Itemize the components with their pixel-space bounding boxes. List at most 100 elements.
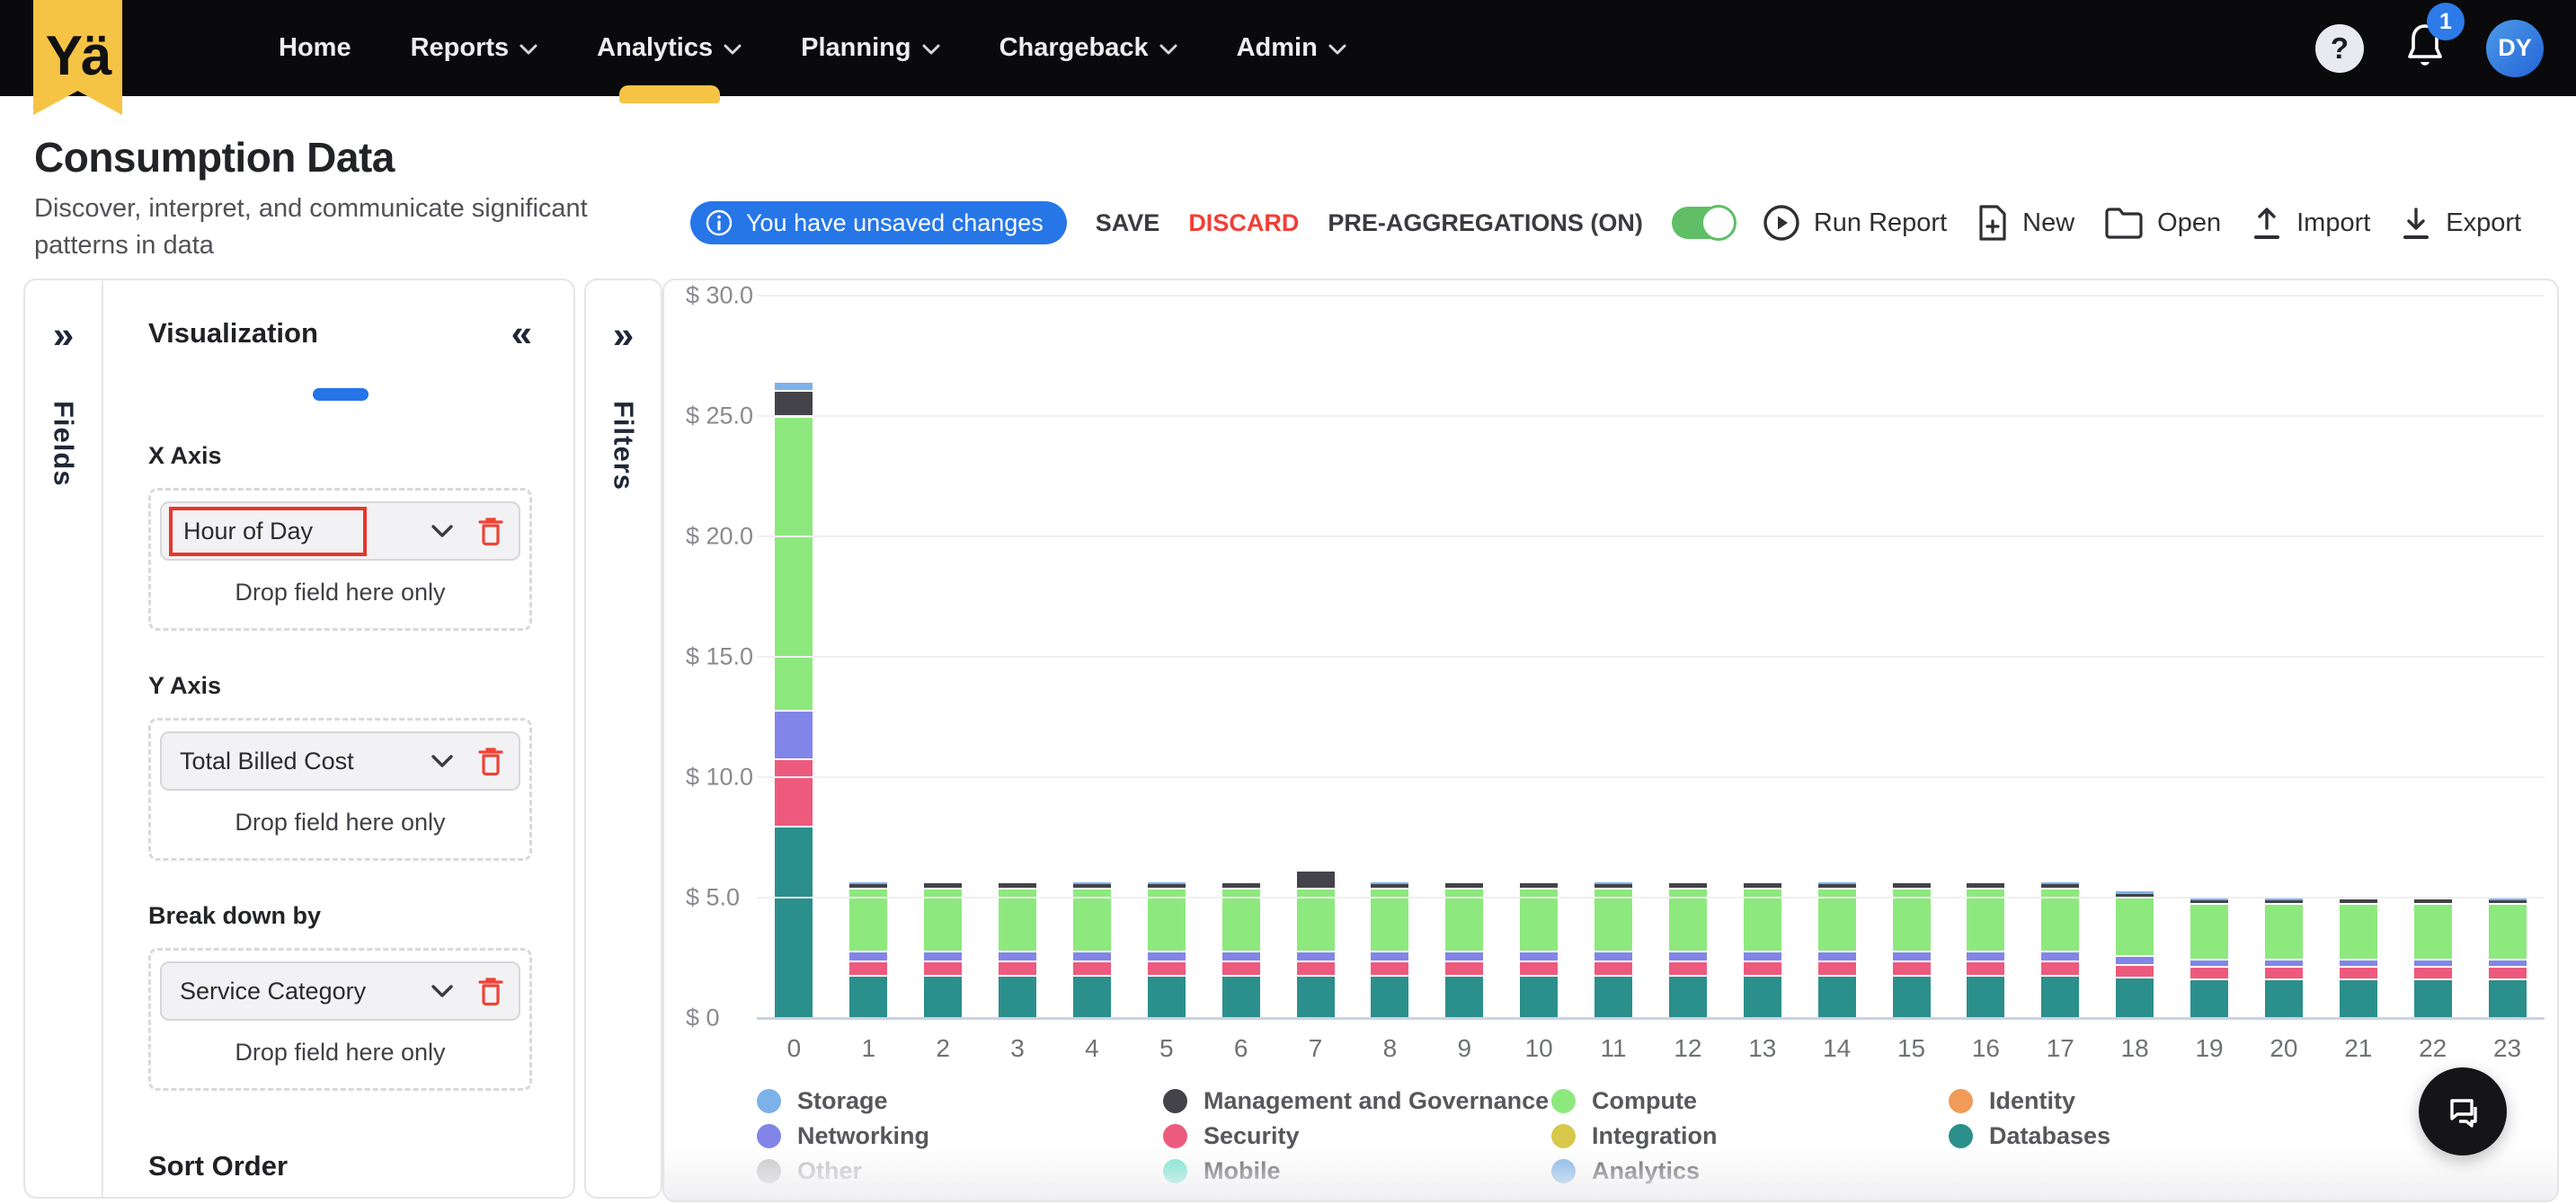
bar-segment xyxy=(1221,950,1260,961)
run-report-button[interactable]: Run Report xyxy=(1762,203,1947,243)
bar-segment xyxy=(2190,958,2229,967)
gridline xyxy=(757,897,2545,899)
bar-segment xyxy=(1147,884,1186,889)
bar-segment xyxy=(1296,974,1335,1018)
unsaved-changes-banner: You have unsaved changes xyxy=(690,201,1067,244)
x-axis-drop-zone[interactable]: Hour of Day Drop field here only xyxy=(148,488,532,631)
x-axis-field-select[interactable]: Hour of Day xyxy=(160,501,520,561)
chevron-down-icon[interactable] xyxy=(431,524,454,538)
bar-segment xyxy=(924,950,963,961)
bar-segment xyxy=(1072,884,1111,889)
legend-swatch xyxy=(1551,1089,1576,1113)
x-tick-label: 14 xyxy=(1823,1034,1852,1062)
legend-swatch xyxy=(1949,1089,1973,1113)
discard-button[interactable]: DISCARD xyxy=(1188,208,1300,236)
trash-icon[interactable] xyxy=(477,515,504,547)
bar-segment xyxy=(1371,884,1409,889)
bar-segment xyxy=(2116,894,2154,897)
stacked-bar xyxy=(2190,296,2229,1018)
bar-segment xyxy=(1892,960,1931,975)
legend-item[interactable]: Security xyxy=(1163,1122,1551,1150)
bar-segment xyxy=(775,416,813,710)
legend-label: Mobile xyxy=(1204,1157,1281,1184)
collapse-visualization-icon[interactable]: « xyxy=(511,312,532,354)
legend-item[interactable]: Networking xyxy=(757,1122,1163,1150)
bar-segment xyxy=(775,389,813,416)
play-circle-icon xyxy=(1763,205,1799,241)
page-subtitle: Discover, interpret, and communicate sig… xyxy=(34,194,588,261)
sort-order-header: Sort Order xyxy=(148,1150,289,1182)
bar-segment xyxy=(2190,899,2229,903)
import-button[interactable]: Import xyxy=(2250,203,2370,243)
main-nav: Home Reports Analytics Planning Chargeba… xyxy=(279,0,1346,103)
bar-segment xyxy=(2413,966,2452,978)
breakdown-drop-zone[interactable]: Service Category Drop field here only xyxy=(148,948,532,1091)
nav-item-planning[interactable]: Planning xyxy=(801,0,940,96)
file-plus-icon xyxy=(1979,205,2006,241)
bar-segment xyxy=(849,950,888,961)
legend-item[interactable]: Compute xyxy=(1551,1087,1949,1115)
y-axis-drop-zone[interactable]: Total Billed Cost Drop field here only xyxy=(148,718,532,861)
legend-item[interactable]: Other xyxy=(757,1157,1163,1185)
chevron-down-icon[interactable] xyxy=(431,754,454,768)
legend-item[interactable]: Management and Governance xyxy=(1163,1087,1551,1115)
legend-item[interactable]: Identity xyxy=(1949,1087,2110,1115)
legend-label: Analytics xyxy=(1592,1157,1701,1184)
breakdown-field-select[interactable]: Service Category xyxy=(160,961,520,1021)
expand-fields-icon[interactable]: » xyxy=(52,314,75,356)
filters-strip-label: Filters xyxy=(608,401,640,491)
notifications-button[interactable]: 1 xyxy=(2403,3,2465,74)
legend-item[interactable]: Storage xyxy=(757,1087,1163,1115)
bar-segment xyxy=(2041,960,2080,975)
y-axis-field-select[interactable]: Total Billed Cost xyxy=(160,731,520,791)
chart-type-indicator[interactable] xyxy=(312,388,369,401)
x-tick-label: 7 xyxy=(1308,1034,1323,1062)
bar-segment xyxy=(2339,902,2377,959)
pre-aggregations-toggle[interactable] xyxy=(1671,205,1737,241)
bar-segment xyxy=(2190,898,2229,900)
user-avatar[interactable]: DY xyxy=(2486,19,2544,77)
stacked-bar xyxy=(1817,296,1856,1018)
chat-button[interactable] xyxy=(2419,1067,2507,1155)
legend-swatch xyxy=(1551,1159,1576,1183)
legend-label: Databases xyxy=(1989,1122,2111,1149)
x-tick-label: 2 xyxy=(936,1034,950,1062)
bar-segment xyxy=(1445,950,1484,961)
legend-item[interactable]: Analytics xyxy=(1551,1157,1949,1185)
fields-collapsed-panel[interactable]: » Fields xyxy=(25,280,103,1197)
app-logo[interactable]: Yä xyxy=(33,0,122,115)
legend-item[interactable]: Mobile xyxy=(1163,1157,1551,1185)
legend-column: Storage Networking Other xyxy=(757,1087,1163,1185)
x-tick-label: 18 xyxy=(2120,1034,2149,1062)
nav-item-chargeback[interactable]: Chargeback xyxy=(999,0,1177,96)
help-button[interactable]: ? xyxy=(2315,23,2364,73)
bar-segment xyxy=(1817,884,1856,889)
bar-segment xyxy=(1743,960,1781,975)
legend-item[interactable]: Integration xyxy=(1551,1122,1949,1150)
expand-filters-icon[interactable]: » xyxy=(612,314,635,356)
bar-segment xyxy=(1892,950,1931,961)
trash-icon[interactable] xyxy=(477,745,504,777)
nav-item-admin[interactable]: Admin xyxy=(1237,0,1346,96)
nav-item-home[interactable]: Home xyxy=(279,33,351,62)
x-axis-field-value: Hour of Day xyxy=(169,506,368,556)
x-tick-label: 9 xyxy=(1457,1034,1472,1062)
legend-column: Management and Governance Security Mobile xyxy=(1163,1087,1551,1185)
open-report-button[interactable]: Open xyxy=(2103,205,2221,241)
filters-collapsed-panel[interactable]: » Filters xyxy=(584,279,662,1199)
bar-segment xyxy=(1147,960,1186,975)
nav-item-reports[interactable]: Reports xyxy=(411,0,538,96)
export-button[interactable]: Export xyxy=(2399,203,2521,243)
x-tick-label: 5 xyxy=(1159,1034,1174,1062)
new-report-button[interactable]: New xyxy=(1976,203,2074,243)
trash-icon[interactable] xyxy=(477,975,504,1007)
legend-item[interactable]: Databases xyxy=(1949,1122,2110,1150)
save-button[interactable]: SAVE xyxy=(1095,208,1160,236)
bar-segment xyxy=(2264,898,2303,900)
bar-segment xyxy=(775,757,813,826)
report-toolbar: You have unsaved changes SAVE DISCARD PR… xyxy=(690,199,2521,246)
bar-segment xyxy=(849,882,888,885)
nav-item-analytics[interactable]: Analytics xyxy=(597,0,742,103)
chevron-down-icon[interactable] xyxy=(431,984,454,998)
bar-segment xyxy=(1296,960,1335,975)
